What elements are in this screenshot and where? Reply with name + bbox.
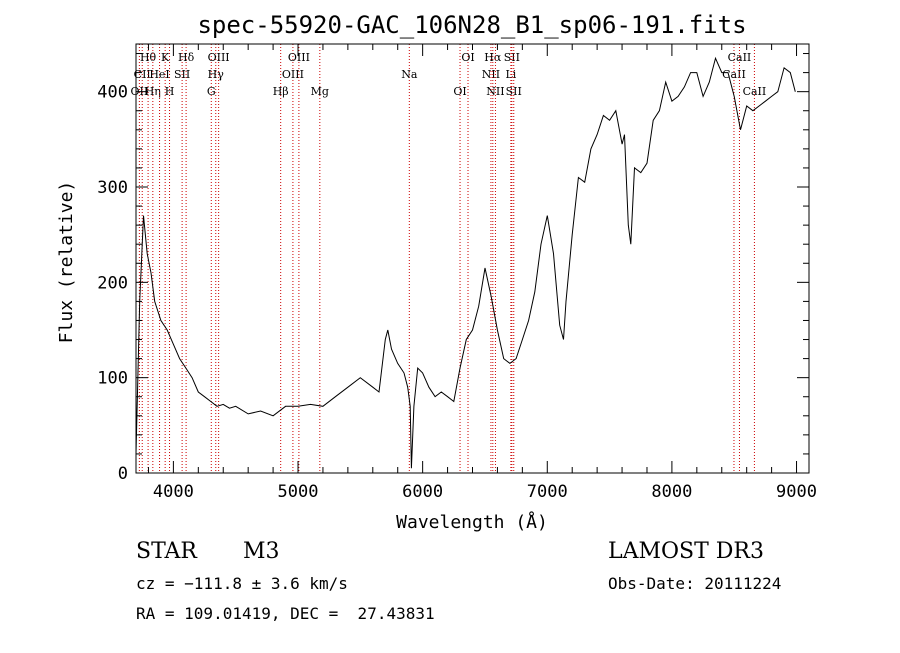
line-marker-label-14: OIII [288,51,310,64]
line-marker-label-23: SII [504,51,520,64]
line-marker-label-5: K [161,51,170,64]
x-tick-label-5000: 5000 [278,482,319,502]
survey-name: LAMOST DR3 [608,539,764,564]
line-marker-label-25: CaII [722,68,746,81]
line-marker-label-22: Li [505,68,516,81]
y-tick-label-200: 200 [97,273,128,293]
x-tick-label-9000: 9000 [776,482,817,502]
x-tick-label-6000: 6000 [402,482,443,502]
line-marker-label-9: G [207,85,216,98]
object-class: STAR [136,539,197,564]
line-marker-label-16: Na [401,68,418,81]
line-marker-label-21: NII [486,85,504,98]
line-marker-label-26: CaII [728,51,752,64]
line-marker-label-19: NII [482,68,500,81]
y-tick-label-300: 300 [97,178,128,198]
line-marker-label-27: CaII [743,85,767,98]
observation-date: Obs-Date: 20111224 [608,574,782,593]
line-marker-label-24: SII [506,85,522,98]
object-subclass: M3 [243,539,280,564]
x-axis-label: Wavelength (Å) [396,511,548,533]
line-marker-label-12: Hβ [273,85,289,98]
line-marker-label-15: Mg [311,85,329,98]
redshift-velocity: cz = −111.8 ± 3.6 km/s [136,574,348,593]
line-marker-label-10: Hγ [208,68,225,81]
plot-frame [135,43,810,474]
line-marker-label-6: H [165,85,175,98]
x-tick-label-4000: 4000 [153,482,194,502]
line-marker-label-18: OI [461,51,474,64]
line-marker-label-3: Hη [145,85,161,98]
y-tick-label-400: 400 [97,83,128,103]
chart-title: spec-55920-GAC_106N28_B1_sp06-191.fits [197,11,746,39]
line-marker-label-4: HeI [149,68,169,81]
spectrum-series-line [135,56,796,469]
y-axis-label: Flux (relative) [56,181,77,344]
x-tick-label-7000: 7000 [527,482,568,502]
line-marker-label-2: Hθ [140,51,157,64]
y-tick-label-100: 100 [97,369,128,389]
y-tick-label-0: 0 [118,464,128,484]
axis-ticks: 4000 5000 6000 7000 8000 9000 0 100 200 300 400 [97,44,817,502]
line-marker-label-13: OIII [282,68,304,81]
line-marker-label-11: OIII [208,51,230,64]
line-marker-label-8: Hδ [178,51,195,64]
coordinates: RA = 109.01419, DEC = 27.43831 [136,604,435,623]
x-tick-label-8000: 8000 [651,482,692,502]
line-marker-label-20: Hα [484,51,502,64]
line-marker-label-7: SII [174,68,190,81]
line-marker-label-1: CII [134,68,151,81]
line-marker-label-17: OI [453,85,466,98]
line-markers: OIICIIHθHηHeIKHSIIHδGHγOIIIHβOIIIOIIIMgN… [131,44,767,473]
